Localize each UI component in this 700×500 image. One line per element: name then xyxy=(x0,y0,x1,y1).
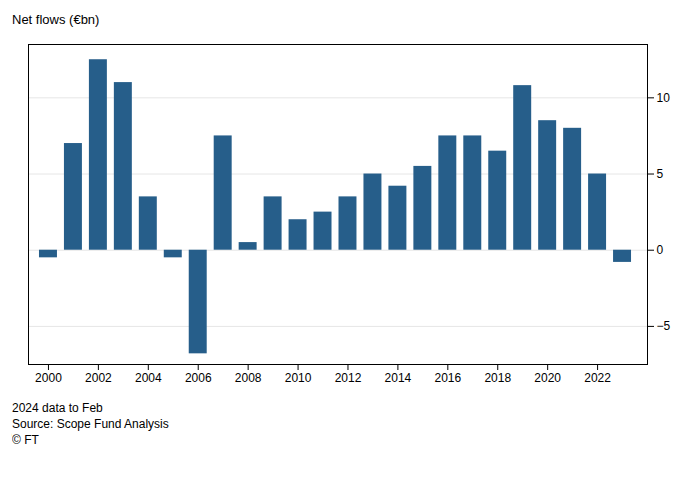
svg-text:2006: 2006 xyxy=(185,371,212,385)
svg-text:2002: 2002 xyxy=(85,371,112,385)
html-text:Source: Scope Fund Analysis: Source: Scope Fund Analysis xyxy=(12,417,169,431)
svg-text:2022: 2022 xyxy=(584,371,611,385)
svg-text:2016: 2016 xyxy=(434,371,461,385)
svg-text:2012: 2012 xyxy=(335,371,362,385)
svg-text:2000: 2000 xyxy=(35,371,62,385)
svg-text:5: 5 xyxy=(657,167,664,181)
svg-text:0: 0 xyxy=(657,243,664,257)
svg-text:2014: 2014 xyxy=(385,371,412,385)
svg-text:2020: 2020 xyxy=(534,371,561,385)
html-text:Net flows (€bn): Net flows (€bn) xyxy=(12,12,100,27)
svg-text:2010: 2010 xyxy=(285,371,312,385)
svg-text:2004: 2004 xyxy=(135,371,162,385)
html-text:2024 data to Feb: 2024 data to Feb xyxy=(12,401,103,415)
svg-text:2008: 2008 xyxy=(235,371,262,385)
svg-text:−5: −5 xyxy=(657,319,671,333)
svg-text:10: 10 xyxy=(657,91,671,105)
html-text:© FT: © FT xyxy=(12,433,39,447)
svg-text:2018: 2018 xyxy=(484,371,511,385)
